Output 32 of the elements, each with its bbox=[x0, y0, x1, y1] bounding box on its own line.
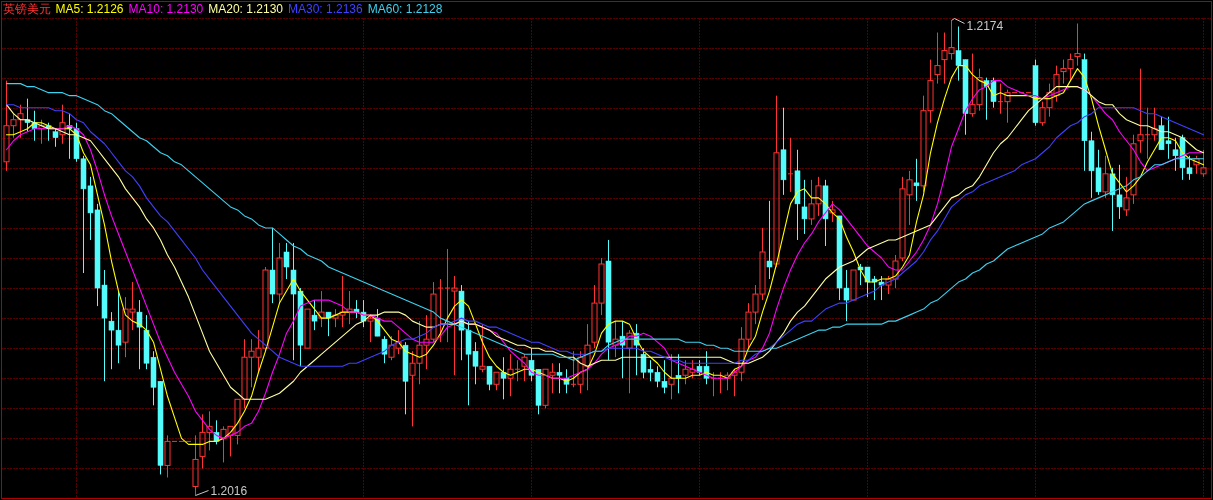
candlestick bbox=[850, 269, 857, 301]
candlestick bbox=[381, 335, 388, 364]
candlestick bbox=[675, 353, 682, 394]
candlestick bbox=[311, 299, 318, 331]
text: MA20: 1.2130 bbox=[208, 2, 284, 16]
candlestick bbox=[500, 356, 507, 400]
text: MA60: 1.2128 bbox=[367, 2, 443, 16]
candlestick bbox=[787, 137, 794, 193]
annotation: 1.2174 bbox=[966, 19, 1004, 33]
candlestick bbox=[1200, 149, 1207, 178]
candlestick bbox=[668, 353, 675, 400]
annotation: 1.2016 bbox=[210, 483, 248, 498]
candlestick bbox=[325, 311, 332, 337]
candlestick bbox=[801, 179, 808, 235]
candlestick bbox=[556, 362, 563, 394]
candlestick bbox=[1074, 23, 1081, 67]
text: MA5: 1.2126 bbox=[55, 2, 124, 16]
text: MA10: 1.2130 bbox=[128, 2, 204, 16]
candlestick bbox=[437, 278, 444, 343]
candlestick bbox=[52, 128, 59, 148]
candlestick bbox=[934, 32, 941, 85]
candlestick bbox=[346, 290, 353, 325]
candlestick bbox=[304, 308, 311, 349]
candlestick bbox=[913, 158, 920, 202]
candlestick bbox=[283, 242, 290, 280]
text: MA30: 1.2136 bbox=[287, 2, 364, 16]
candlestick bbox=[136, 299, 143, 370]
chart-title: 英镑美元 bbox=[2, 2, 51, 16]
candlestick bbox=[486, 365, 493, 391]
candlestick bbox=[766, 200, 773, 280]
candlestick bbox=[59, 104, 66, 145]
candlestick bbox=[626, 329, 633, 394]
